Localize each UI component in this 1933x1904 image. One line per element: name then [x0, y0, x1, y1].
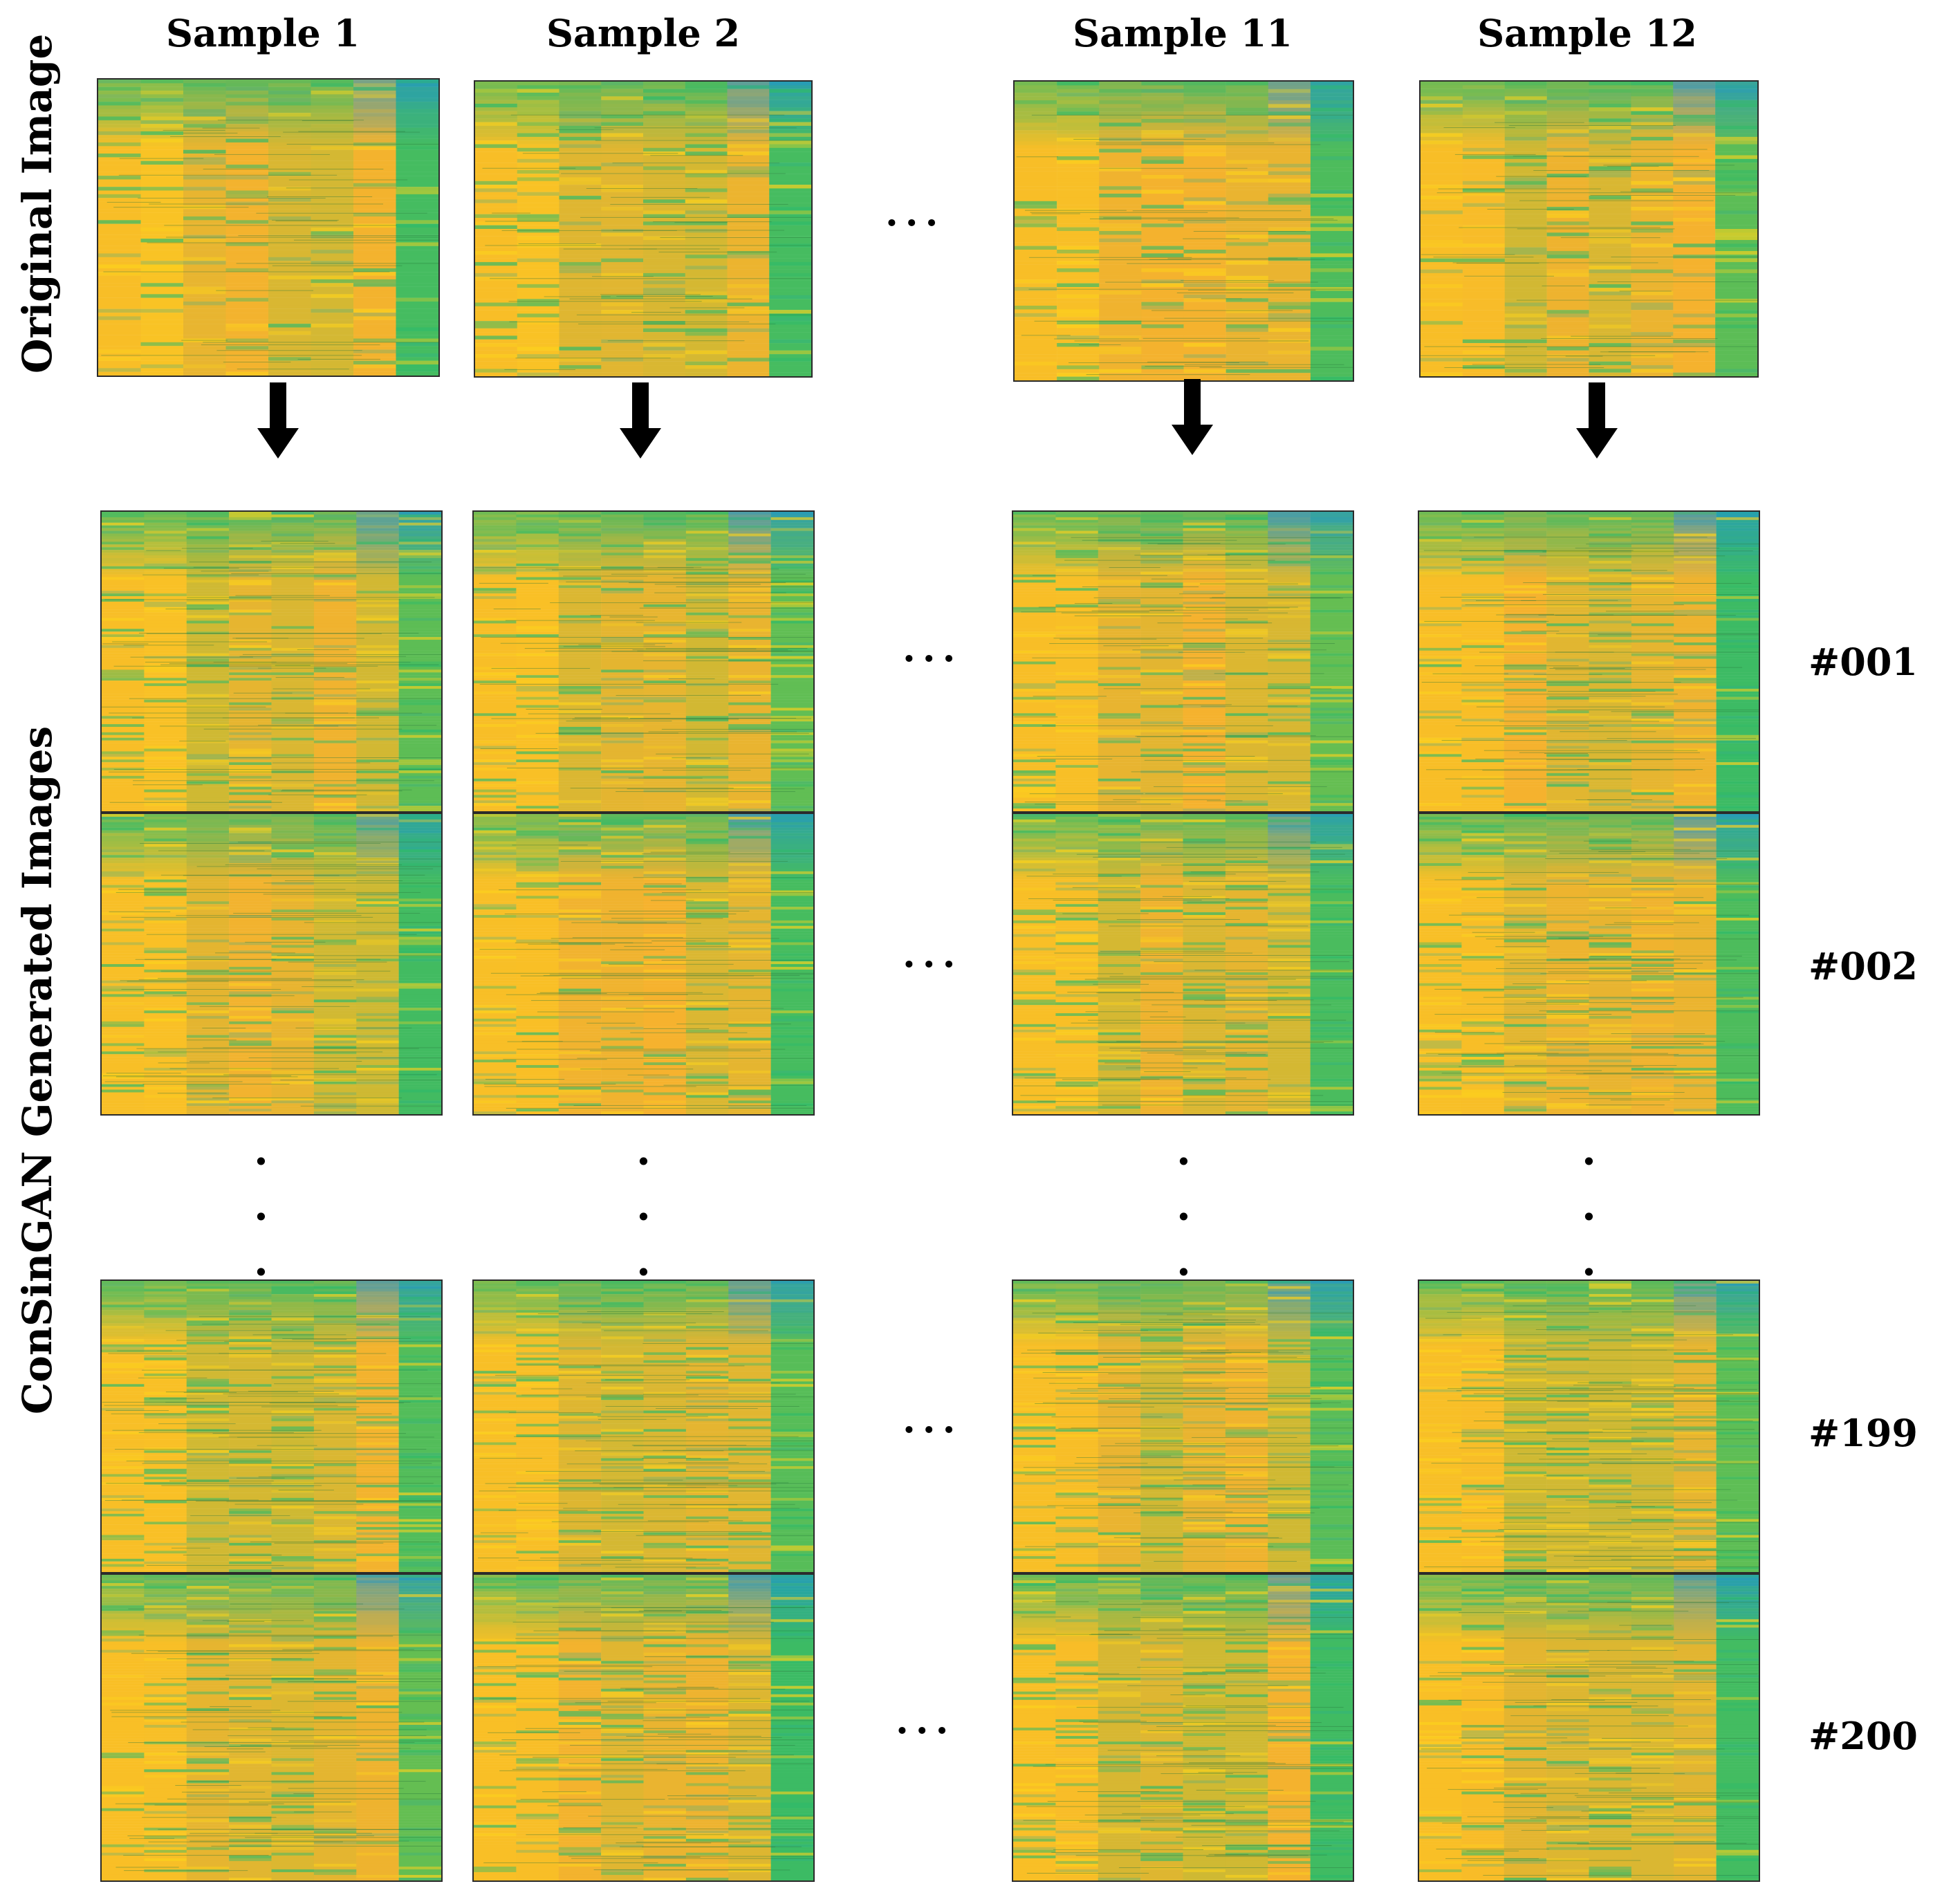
- generated-image-001-sample-12: [1418, 510, 1760, 813]
- generated-image-002-sample-2: [472, 813, 815, 1116]
- row-label-001: #001: [1809, 640, 1918, 684]
- side-label-original-image: Original Image: [14, 33, 61, 373]
- row-label-002: #002: [1809, 944, 1918, 988]
- ellipsis-row-002: ···: [903, 942, 963, 986]
- generated-image-001-sample-1: [100, 510, 443, 813]
- vertical-ellipsis-sample-12: · · ·: [1582, 1138, 1596, 1297]
- row-label-200: #200: [1809, 1714, 1918, 1758]
- column-header-sample-2: Sample 2: [546, 11, 741, 55]
- ellipsis-row-199: ···: [903, 1407, 963, 1452]
- down-arrow-icon: [1172, 379, 1213, 456]
- column-header-sample-12: Sample 12: [1477, 11, 1697, 55]
- column-header-sample-1: Sample 1: [165, 11, 360, 55]
- vertical-ellipsis-sample-1: · · ·: [254, 1138, 268, 1297]
- ellipsis-original-row: ···: [885, 201, 945, 245]
- row-label-199: #199: [1809, 1411, 1918, 1455]
- generated-image-200-sample-1: [100, 1573, 443, 1882]
- original-image-sample-2: [474, 80, 813, 378]
- generated-image-200-sample-2: [472, 1573, 815, 1882]
- generated-image-199-sample-12: [1418, 1279, 1760, 1573]
- generated-image-002-sample-12: [1418, 813, 1760, 1116]
- vertical-ellipsis-sample-2: · · ·: [636, 1138, 651, 1297]
- down-arrow-icon: [257, 382, 299, 460]
- generated-image-200-sample-12: [1418, 1573, 1760, 1882]
- down-arrow-icon: [1576, 382, 1618, 460]
- original-image-sample-11: [1013, 80, 1354, 382]
- generated-image-002-sample-11: [1012, 813, 1354, 1116]
- generated-image-001-sample-2: [472, 510, 815, 813]
- generated-image-001-sample-11: [1012, 510, 1354, 813]
- side-label-generated-images: ConSinGAN Generated Images: [14, 725, 61, 1414]
- ellipsis-row-001: ···: [903, 636, 963, 681]
- vertical-ellipsis-sample-11: · · ·: [1176, 1138, 1191, 1297]
- original-image-sample-12: [1419, 80, 1759, 378]
- generated-image-199-sample-11: [1012, 1279, 1354, 1573]
- ellipsis-row-200: ···: [896, 1708, 956, 1753]
- generated-image-199-sample-1: [100, 1279, 443, 1573]
- original-image-sample-1: [97, 78, 440, 377]
- down-arrow-icon: [620, 382, 661, 460]
- column-header-sample-11: Sample 11: [1073, 11, 1293, 55]
- generated-image-199-sample-2: [472, 1279, 815, 1573]
- generated-image-200-sample-11: [1012, 1573, 1354, 1882]
- generated-image-002-sample-1: [100, 813, 443, 1116]
